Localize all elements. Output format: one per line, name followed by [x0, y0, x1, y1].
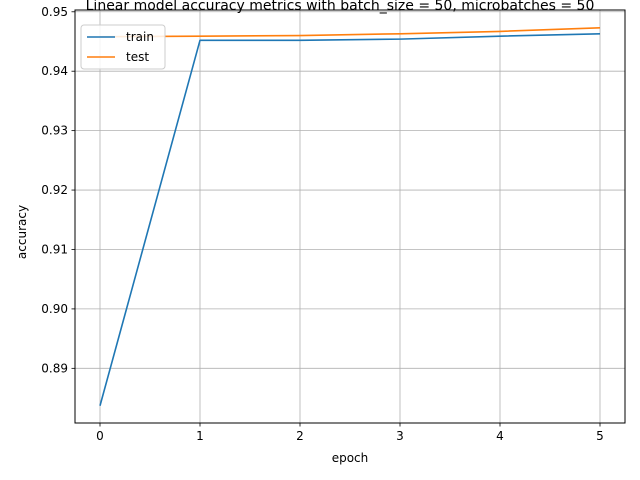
- plot-frame: [74, 9, 626, 424]
- y-axis-label: accuracy: [15, 205, 29, 259]
- x-tick-label: 3: [396, 429, 404, 443]
- legend-box: [80, 24, 166, 70]
- x-tick-label: 5: [596, 429, 604, 443]
- x-tick-label: 4: [496, 429, 504, 443]
- y-tick-label: 0.89: [41, 361, 68, 375]
- x-axis-ticks: 0 1 2 3 4 5: [96, 423, 604, 443]
- x-tick-label: 2: [296, 429, 304, 443]
- legend: train test: [80, 24, 166, 70]
- legend-label-train: train: [126, 30, 154, 44]
- chart-title: Linear model accuracy metrics with batch…: [86, 0, 595, 14]
- x-tick-label: 0: [96, 429, 104, 443]
- x-tick-label: 1: [196, 429, 204, 443]
- series-layer: [99, 27, 601, 406]
- y-tick-label: 0.92: [41, 183, 68, 197]
- x-axis-label: epoch: [332, 451, 369, 465]
- series-line-train: [99, 32, 601, 406]
- series-line-test: [99, 27, 601, 38]
- y-tick-label: 0.95: [41, 5, 68, 19]
- y-tick-label: 0.94: [41, 64, 68, 78]
- y-tick-label: 0.90: [41, 302, 68, 316]
- y-tick-label: 0.91: [41, 242, 68, 256]
- y-axis-ticks: 0.89 0.90 0.91 0.92 0.93 0.94 0.95: [41, 5, 75, 375]
- legend-label-test: test: [126, 50, 149, 64]
- grid-lines: [75, 10, 625, 423]
- y-tick-label: 0.93: [41, 124, 68, 138]
